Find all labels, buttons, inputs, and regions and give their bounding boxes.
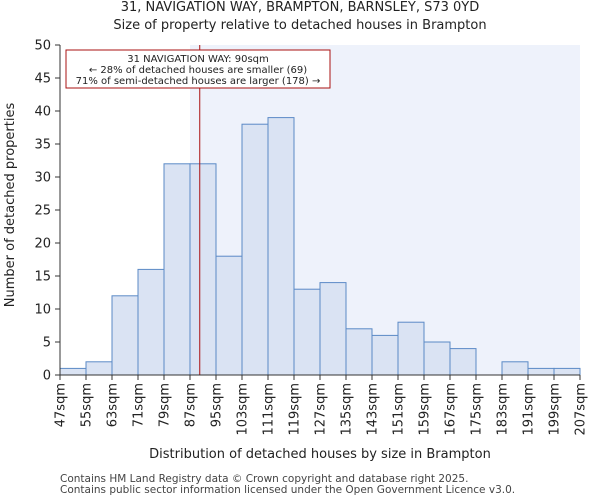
- bar-79sqm: [163, 163, 191, 376]
- y-tick-label-0: 0: [43, 369, 51, 384]
- bar-111sqm: [267, 117, 295, 376]
- bar-87sqm: [189, 163, 217, 376]
- y-tick-label-45: 45: [34, 72, 51, 87]
- x-tick-label-199sqm: 199sqm: [548, 383, 563, 436]
- bar-63sqm: [111, 295, 139, 376]
- y-tick-label-25: 25: [34, 204, 51, 219]
- bar-135sqm: [345, 328, 373, 376]
- annotation-line-1: 31 NAVIGATION WAY: 90sqm: [127, 54, 269, 65]
- x-tick-label-143sqm: 143sqm: [366, 383, 381, 436]
- footer-licence: Contains public sector information licen…: [60, 484, 516, 496]
- x-tick-label-119sqm: 119sqm: [288, 383, 303, 436]
- y-tick-label-30: 30: [34, 171, 51, 186]
- bar-71sqm: [137, 268, 165, 376]
- chart-subtitle: Size of property relative to detached ho…: [113, 18, 487, 33]
- x-tick-label-95sqm: 95sqm: [210, 383, 225, 427]
- x-tick-label-207sqm: 207sqm: [574, 383, 589, 436]
- y-axis-label: Number of detached properties: [3, 103, 18, 308]
- chart-title: 31, NAVIGATION WAY, BRAMPTON, BARNSLEY, …: [120, 0, 480, 15]
- footer-copyright: Contains HM Land Registry data © Crown c…: [60, 473, 469, 485]
- bar-199sqm: [553, 367, 581, 376]
- annotation-line-2: ← 28% of detached houses are smaller (69…: [89, 65, 307, 76]
- annotation-frame: [65, 49, 331, 89]
- bar-151sqm: [397, 321, 425, 376]
- bar-183sqm: [501, 361, 529, 376]
- bar-119sqm: [293, 288, 321, 376]
- x-tick-label-87sqm: 87sqm: [184, 383, 199, 427]
- bar-143sqm: [371, 334, 399, 376]
- x-tick-label-183sqm: 183sqm: [496, 383, 511, 436]
- x-tick-label-167sqm: 167sqm: [444, 383, 459, 436]
- y-tick-label-5: 5: [43, 336, 51, 351]
- x-axis-label: Distribution of detached houses by size …: [149, 447, 491, 462]
- annotation-line-3: 71% of semi-detached houses are larger (…: [76, 76, 321, 87]
- y-tick-label-50: 50: [34, 39, 51, 54]
- bars-group: [59, 117, 581, 376]
- x-tick-label-159sqm: 159sqm: [418, 383, 433, 436]
- x-tick-label-103sqm: 103sqm: [236, 383, 251, 436]
- bar-159sqm: [423, 341, 451, 376]
- y-tick-label-15: 15: [34, 270, 51, 285]
- x-tick-label-111sqm: 111sqm: [262, 383, 277, 436]
- bar-167sqm: [449, 348, 477, 376]
- annotation-box: 31 NAVIGATION WAY: 90sqm ← 28% of detach…: [65, 49, 331, 89]
- x-tick-label-151sqm: 151sqm: [392, 383, 407, 436]
- x-tick-label-127sqm: 127sqm: [314, 383, 329, 436]
- x-tick-label-135sqm: 135sqm: [340, 383, 355, 436]
- x-tick-label-63sqm: 63sqm: [106, 383, 121, 427]
- bar-127sqm: [319, 282, 347, 376]
- x-tick-label-175sqm: 175sqm: [470, 383, 485, 436]
- x-tick-label-191sqm: 191sqm: [522, 383, 537, 436]
- y-tick-label-35: 35: [34, 138, 51, 153]
- y-tick-label-20: 20: [34, 237, 51, 252]
- bar-191sqm: [527, 367, 555, 376]
- bar-55sqm: [85, 361, 113, 376]
- bar-95sqm: [215, 255, 243, 376]
- bar-103sqm: [241, 123, 269, 376]
- x-tick-label-55sqm: 55sqm: [80, 383, 95, 427]
- x-tick-label-47sqm: 47sqm: [54, 383, 69, 427]
- y-tick-label-40: 40: [34, 105, 51, 120]
- x-tick-label-79sqm: 79sqm: [158, 383, 173, 427]
- y-tick-label-10: 10: [34, 303, 51, 318]
- x-tick-label-71sqm: 71sqm: [132, 383, 147, 427]
- axes-group: 0 5 10 15 20 25 30 35 40 45 50 47sqm 55sqm 63sqm 71sqm…: [34, 39, 588, 436]
- bar-47sqm: [59, 367, 87, 376]
